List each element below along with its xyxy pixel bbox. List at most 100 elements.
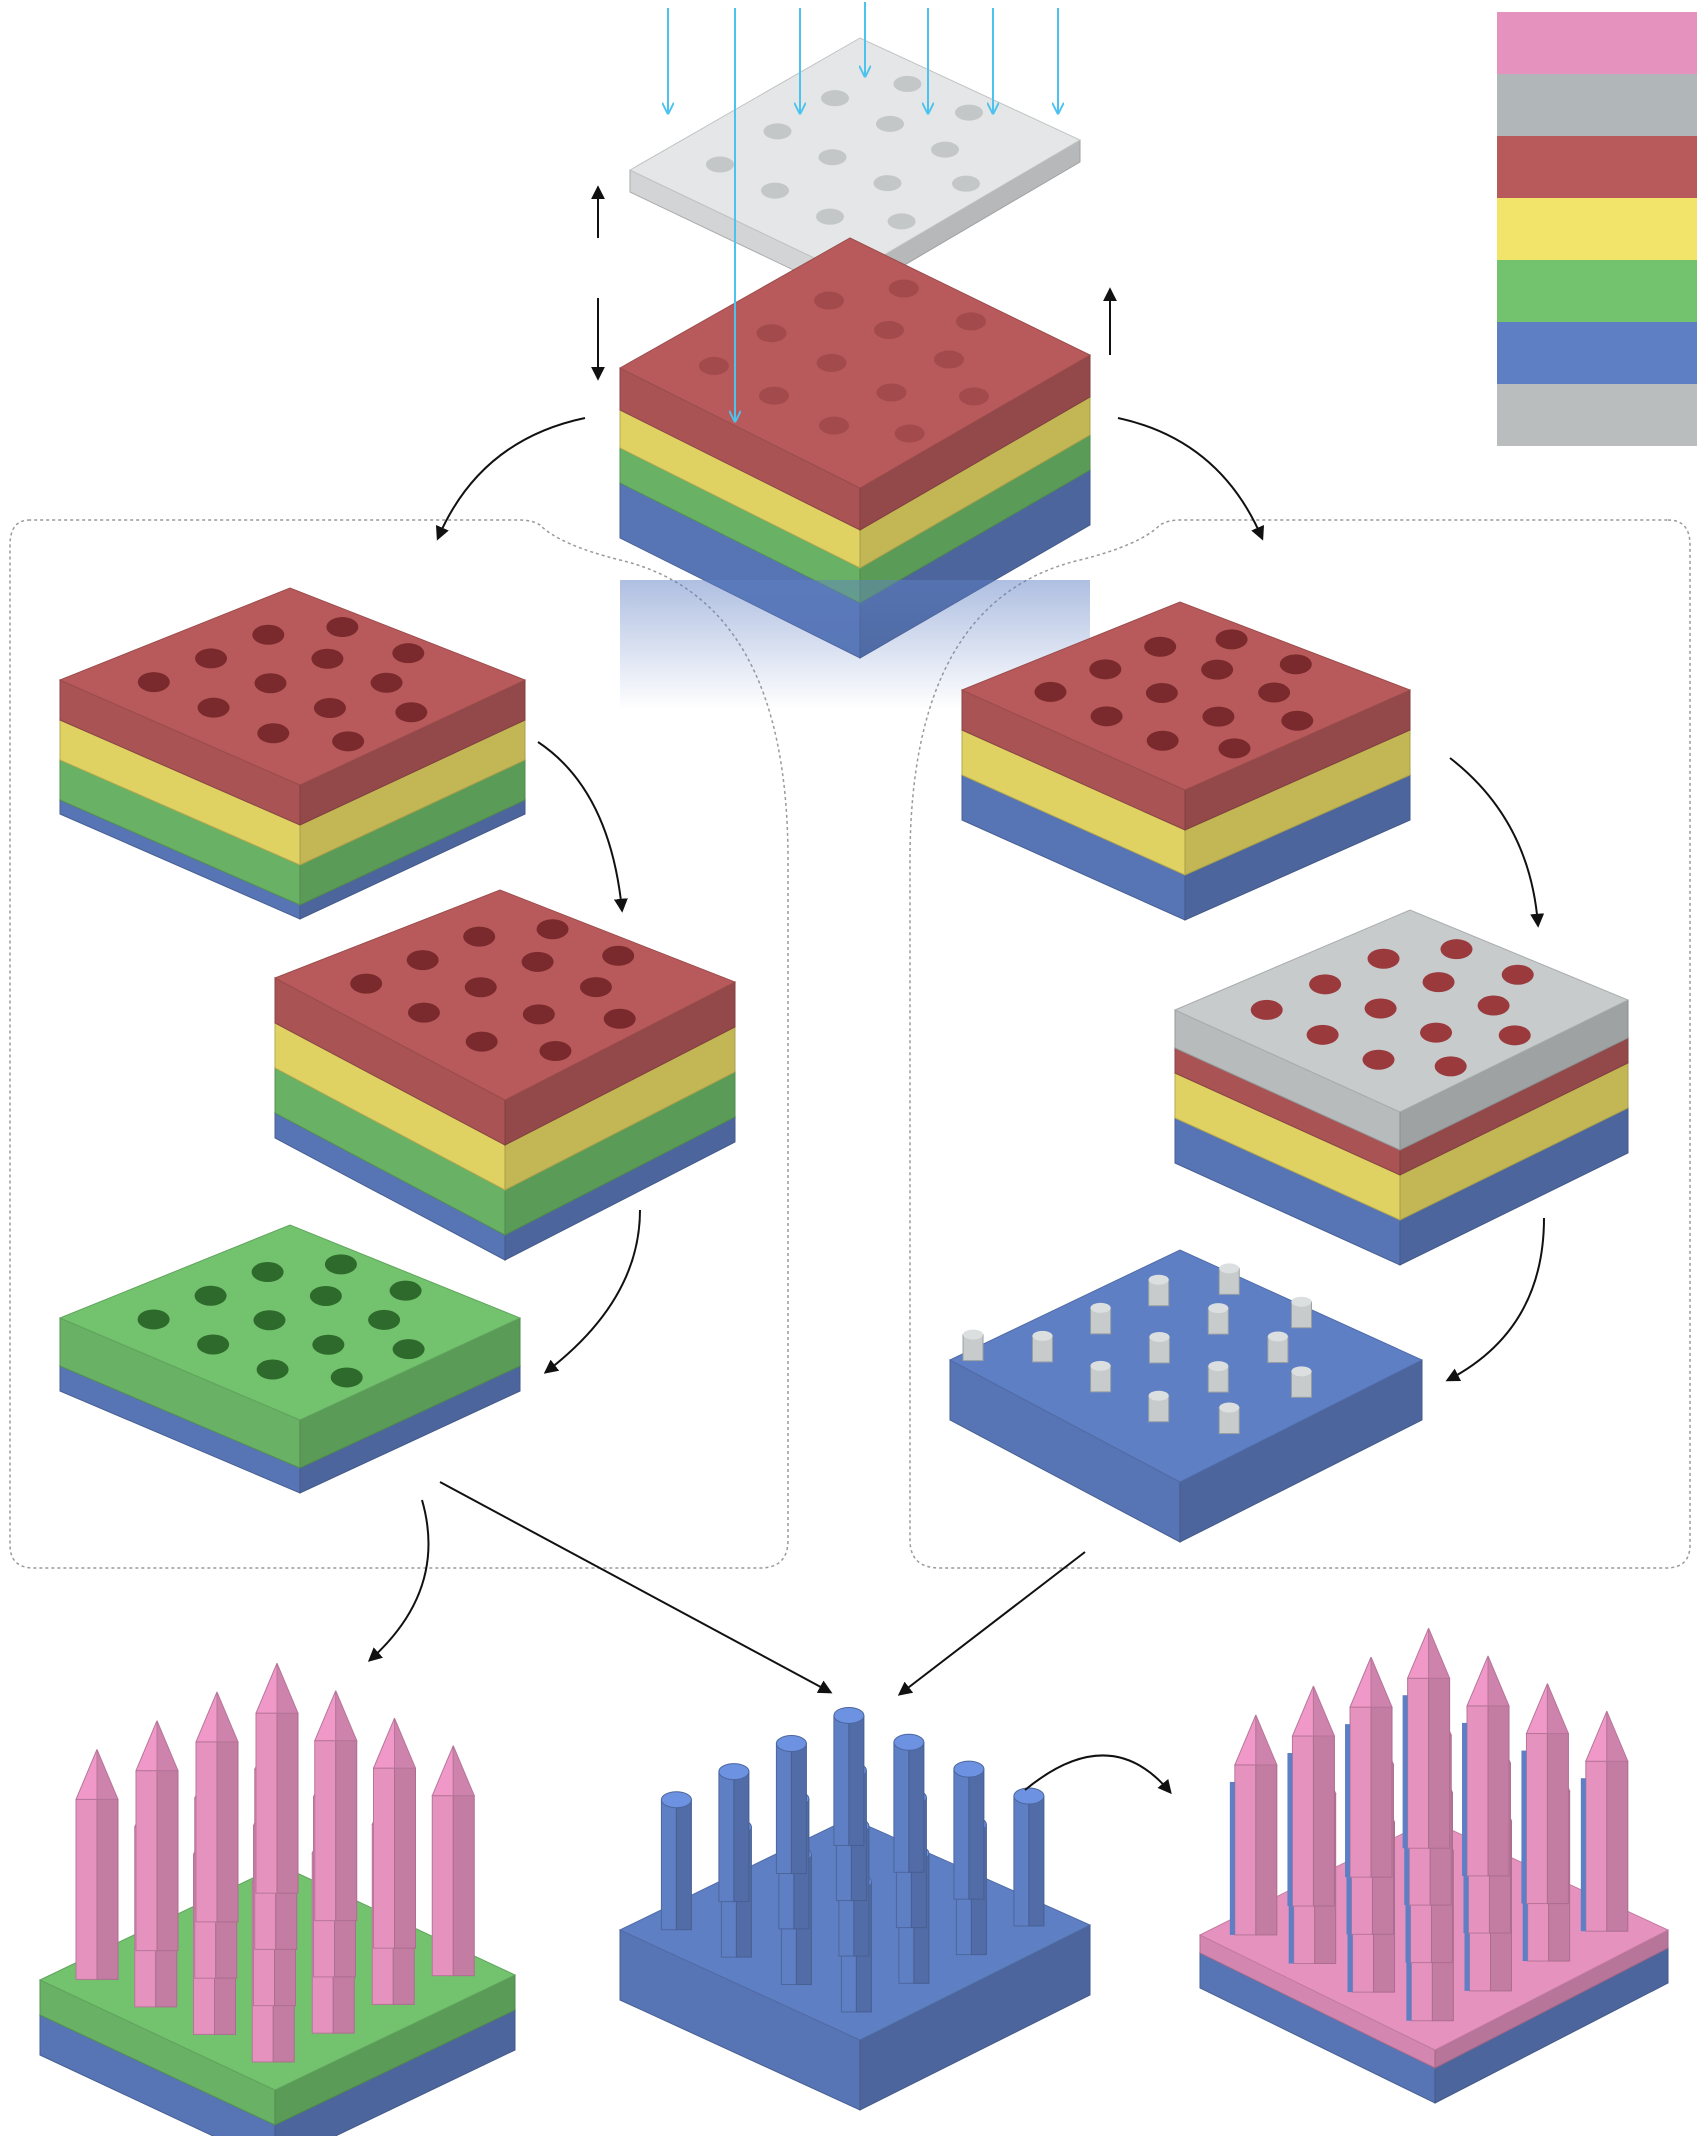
grey-pillar	[1148, 1390, 1170, 1423]
pointed-pillar	[1521, 1683, 1570, 1905]
hole	[873, 175, 902, 192]
hole	[956, 312, 986, 331]
grey-pillar	[1090, 1360, 1112, 1393]
hole	[521, 951, 554, 972]
left-process-frame	[9, 519, 789, 1569]
round-pillar	[775, 1735, 807, 1875]
hole	[1250, 999, 1283, 1020]
hole	[876, 115, 904, 132]
legend-swatch-blue	[1497, 322, 1697, 384]
pointed-pillar	[255, 1662, 299, 1894]
hole	[699, 356, 729, 375]
grey-pillar	[1031, 1330, 1053, 1363]
grey-pillar	[1090, 1302, 1112, 1335]
hole	[816, 353, 847, 372]
hole	[1367, 948, 1400, 969]
hole	[465, 1031, 498, 1052]
hole	[1201, 659, 1234, 680]
curved-arrow-icon	[1449, 757, 1545, 928]
legend-swatch-grey-a	[1497, 74, 1697, 136]
hole	[195, 648, 228, 669]
pointed-pillar	[195, 1691, 239, 1923]
hole	[579, 977, 612, 998]
hole	[370, 672, 403, 693]
hole	[1498, 1025, 1531, 1046]
hole	[311, 648, 344, 669]
grey-pillar	[1290, 1366, 1312, 1398]
round-pillar	[1013, 1787, 1045, 1927]
round-pillar	[833, 1706, 865, 1846]
hole	[1422, 972, 1455, 993]
left-step-3	[58, 1224, 522, 1494]
legend-swatch-red	[1497, 136, 1697, 198]
pointed-pillar	[1580, 1711, 1629, 1932]
hole	[197, 697, 230, 718]
hole	[1218, 738, 1251, 759]
curved-arrow-icon	[1117, 417, 1265, 541]
hole	[761, 182, 789, 199]
hole	[324, 1254, 357, 1275]
pointed-pillar	[313, 1690, 358, 1922]
curved-arrow-icon	[1445, 1217, 1545, 1382]
pointed-pillar	[1287, 1685, 1336, 1907]
pointed-pillar	[1462, 1655, 1510, 1877]
hole	[952, 175, 980, 192]
hole	[137, 1309, 170, 1330]
hole	[326, 617, 359, 638]
hole	[350, 973, 383, 994]
pointed-pillar	[1345, 1656, 1393, 1878]
hole	[602, 945, 635, 966]
hole	[1440, 939, 1473, 960]
hole	[1144, 636, 1177, 657]
hole	[309, 1285, 342, 1306]
hole	[1279, 654, 1312, 675]
hole	[194, 1285, 227, 1306]
hole	[1501, 964, 1534, 985]
grey-pillar	[962, 1329, 984, 1362]
hole	[252, 624, 285, 645]
hole	[763, 123, 792, 140]
hole	[406, 950, 439, 971]
hole	[256, 1359, 289, 1380]
grey-pillar	[1207, 1303, 1229, 1335]
hole	[1145, 682, 1178, 703]
hole	[330, 1367, 363, 1388]
legend-swatch-yellow	[1497, 198, 1697, 260]
hole	[893, 75, 922, 92]
pointed-pillar	[1402, 1628, 1451, 1849]
pointed-pillar	[431, 1745, 476, 1977]
pointed-pillar	[1229, 1714, 1278, 1936]
top-mask	[628, 37, 1082, 298]
hole	[368, 1309, 401, 1330]
hole	[522, 1004, 555, 1025]
grey-pillar	[1148, 1274, 1170, 1307]
hole	[959, 387, 989, 406]
hole	[759, 386, 789, 405]
hole	[1089, 659, 1122, 680]
hole	[814, 291, 844, 310]
hole	[464, 977, 497, 998]
hole	[1306, 1024, 1339, 1045]
left-step-2	[273, 889, 737, 1261]
hole	[955, 104, 983, 121]
round-pillar	[718, 1763, 750, 1903]
hole	[1364, 998, 1397, 1019]
hole	[1434, 1056, 1467, 1077]
hole	[1215, 629, 1248, 650]
curved-arrow-icon	[1024, 1754, 1172, 1795]
hole	[197, 1334, 230, 1355]
hole	[934, 350, 964, 369]
hole	[821, 90, 849, 107]
pointed-pillar	[135, 1720, 179, 1952]
hole	[1034, 681, 1067, 702]
hole	[257, 723, 290, 744]
grey-pillar	[1290, 1296, 1312, 1329]
hole	[816, 208, 844, 225]
bottom-right-pink-blue-array	[1198, 1628, 1670, 2104]
hole	[876, 383, 907, 402]
process-arrows	[367, 185, 1545, 1795]
grey-pillar	[1207, 1361, 1229, 1393]
legend-swatch-green	[1497, 260, 1697, 322]
hole	[1309, 974, 1342, 995]
